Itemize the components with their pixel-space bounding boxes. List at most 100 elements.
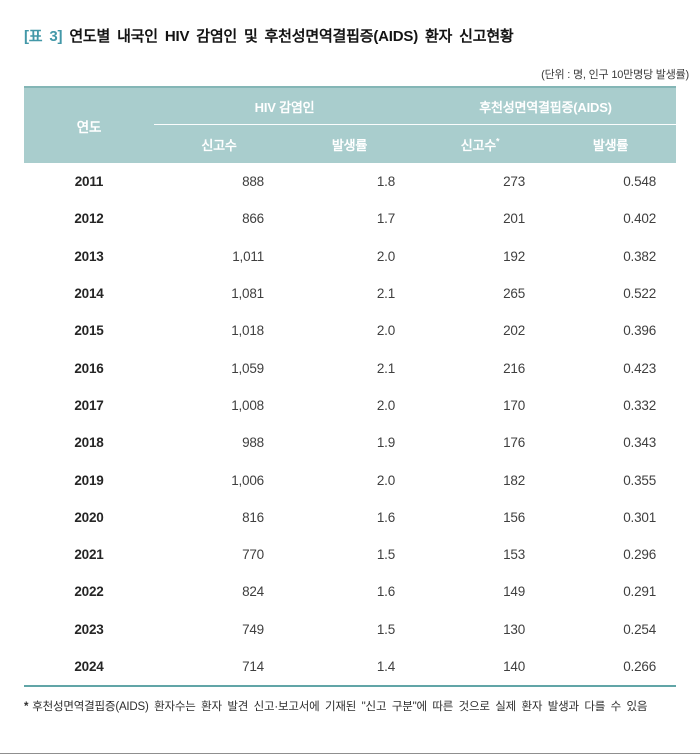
year-cell: 2012 [74,211,104,227]
hiv-reports-cell: 770 [242,547,264,563]
table-row: 2020 816 1.6 156 0.301 [24,499,676,536]
aids-reports-cell: 170 [503,397,526,413]
hiv-rate-cell: 2.0 [376,472,396,488]
table-header-sub-row: 신고수 발생률 신고수* 발생률 [24,124,677,163]
aids-reports-cell: 192 [503,248,526,264]
table-row: 2012 866 1.7 201 0.402 [24,200,676,237]
aids-reports-cell: 216 [503,360,526,376]
hiv-rate-cell: 2.0 [376,397,396,413]
table-number-tag: [표 3] [24,28,63,45]
table-row: 2021 770 1.5 153 0.296 [24,536,676,573]
year-cell: 2014 [74,286,104,302]
hiv-reports-cell: 824 [242,584,264,600]
table-row: 2022 824 1.6 149 0.291 [24,573,676,610]
year-cell: 2021 [74,547,104,563]
aids-reports-cell: 149 [503,584,526,600]
hiv-reports-cell: 816 [242,509,264,525]
hiv-rate-cell: 1.4 [376,659,396,674]
table-row: 2024 714 1.4 140 0.266 [24,648,676,686]
aids-reports-cell: 176 [503,435,526,451]
column-header-aids-reports: 신고수* [415,124,546,163]
column-header-aids-reports-label: 신고수 [460,137,496,153]
hiv-reports-cell: 988 [242,435,264,451]
aids-reports-cell: 201 [503,211,526,227]
aids-rate-cell: 0.396 [623,323,657,339]
data-table: 연도 HIV 감염인 후천성면역결핍증(AIDS) 신고수 발생률 신고수* 발… [24,86,677,688]
aids-rate-cell: 0.522 [623,286,657,302]
hiv-rate-cell: 1.6 [376,509,396,525]
column-header-hiv-reports-label: 신고수 [201,137,237,153]
year-cell: 2015 [74,323,104,339]
hiv-rate-cell: 2.0 [376,248,396,264]
column-header-aids-rate: 발생률 [545,124,677,163]
table-row: 2016 1,059 2.1 216 0.423 [24,349,676,386]
hiv-rate-cell: 1.6 [376,584,396,600]
hiv-reports-cell: 866 [242,211,264,227]
aids-rate-cell: 0.266 [623,659,657,674]
hiv-reports-cell: 714 [242,659,264,674]
table-row: 2017 1,008 2.0 170 0.332 [24,387,676,424]
footnote-text: 후천성면역결핍증(AIDS) 환자수는 환자 발견 신고·보고서에 기재된 "신… [32,701,648,714]
hiv-reports-cell: 1,008 [231,397,264,413]
table-row: 2014 1,081 2.1 265 0.522 [24,275,676,312]
year-cell: 2023 [74,621,104,637]
column-header-aids-rate-label: 발생률 [592,137,629,153]
year-cell: 2013 [74,248,104,264]
hiv-reports-cell: 1,018 [231,323,264,339]
column-header-hiv-rate-label: 발생률 [331,137,368,153]
column-header-year: 연도 [24,86,154,163]
document-page: [표 3] 연도별 내국인 HIV 감염인 및 후천성면역결핍증(AIDS) 환자… [24,25,690,717]
table-row: 2018 988 1.9 176 0.343 [24,424,676,461]
table-row: 2015 1,018 2.0 202 0.396 [24,312,676,349]
hiv-rate-cell: 1.8 [376,174,396,190]
year-cell: 2020 [74,509,104,525]
aids-reports-cell: 273 [503,174,526,190]
hiv-reports-cell: 888 [242,174,264,190]
year-cell: 2017 [74,397,104,413]
hiv-rate-cell: 1.7 [376,211,396,227]
hiv-reports-cell: 1,006 [231,472,264,488]
group-header-aids: 후천성면역결핍증(AIDS) [415,86,677,125]
aids-reports-cell: 182 [503,472,526,488]
page-title: 연도별 내국인 HIV 감염인 및 후천성면역결핍증(AIDS) 환자 신고현황 [69,28,514,45]
hiv-rate-cell: 1.5 [376,621,396,637]
column-header-hiv-reports: 신고수 [154,124,284,163]
table-caption: [표 3] 연도별 내국인 HIV 감염인 및 후천성면역결핍증(AIDS) 환자… [24,25,676,46]
aids-rate-cell: 0.301 [623,509,657,525]
table-header-group-row: 연도 HIV 감염인 후천성면역결핍증(AIDS) [24,86,677,163]
hiv-reports-cell: 1,081 [231,286,264,302]
group-header-hiv: HIV 감염인 [154,86,416,125]
column-header-hiv-rate: 발생률 [284,124,416,163]
aids-rate-cell: 0.343 [623,435,657,451]
hiv-reports-cell: 1,011 [232,248,264,264]
aids-reports-cell: 265 [503,286,526,302]
hiv-rate-cell: 2.1 [376,286,396,302]
page-bottom-rule [0,753,700,754]
table-row: 2011 888 1.8 273 0.548 [24,163,676,200]
aids-rate-cell: 0.402 [623,211,657,227]
hiv-reports-cell: 749 [242,621,264,637]
unit-note: (단위 : 명, 인구 10만명당 발생률) [541,69,689,81]
table-row: 2023 749 1.5 130 0.254 [24,611,676,648]
aids-rate-cell: 0.296 [623,547,657,563]
year-cell: 2016 [74,360,104,376]
year-cell: 2018 [74,435,104,451]
aids-reports-cell: 130 [503,621,526,637]
table-body: 2011 888 1.8 273 0.548 2012 866 1.7 201 … [24,163,676,686]
year-cell: 2022 [74,584,104,600]
aids-reports-cell: 140 [503,659,526,674]
hiv-rate-cell: 2.0 [376,323,396,339]
aids-rate-cell: 0.355 [623,472,657,488]
aids-rate-cell: 0.548 [623,174,657,190]
aids-rate-cell: 0.423 [623,360,657,376]
footnote-marker: * [24,701,29,714]
aids-rate-cell: 0.254 [623,621,657,637]
aids-rate-cell: 0.382 [623,248,657,264]
year-cell: 2011 [74,174,104,190]
table-row: 2019 1,006 2.0 182 0.355 [24,461,676,498]
footnote: * 후천성면역결핍증(AIDS) 환자수는 환자 발견 신고·보고서에 기재된 "… [24,698,690,717]
hiv-reports-cell: 1,059 [231,360,264,376]
aids-reports-cell: 156 [503,509,526,525]
aids-reports-cell: 202 [503,323,526,339]
aids-rate-cell: 0.291 [623,584,657,600]
